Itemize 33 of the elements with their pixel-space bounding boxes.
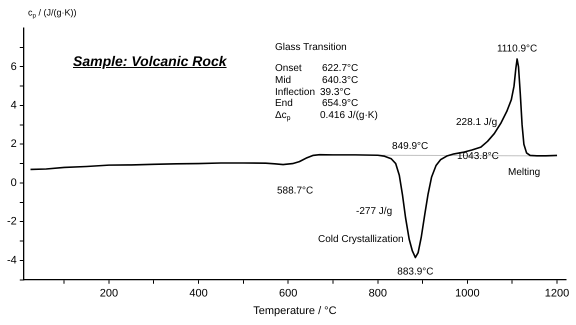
x-axis-title: Temperature / °C	[253, 305, 337, 318]
annotation: 588.7°C	[276, 185, 314, 196]
annotation: End	[275, 98, 293, 109]
annotation: 654.9°C	[322, 98, 358, 109]
annotation: Glass Transition	[275, 42, 347, 53]
annotation: Inflection	[275, 86, 316, 98]
annotation: 622.7°C	[322, 62, 358, 74]
y-tick-label: 6	[10, 60, 17, 73]
annotation: 883.9°C	[397, 266, 434, 278]
annotation: 640.3°C	[322, 74, 358, 86]
y-tick-label: 2	[10, 138, 17, 150]
annotation: 849.9°C	[392, 141, 428, 152]
annotation: 39.3°C	[320, 86, 351, 98]
y-tick-label: 4	[10, 100, 17, 112]
y-tick-label: -2	[7, 216, 17, 228]
annotation: 1110.9°C	[496, 44, 538, 55]
x-tick-label: 800	[368, 287, 387, 300]
annotation: 228.1 J/g	[456, 116, 498, 128]
annotation: Melting	[508, 166, 540, 178]
annotation: Mid	[275, 74, 292, 86]
annotation: 1043.8°C	[457, 150, 499, 162]
annotation: Onset	[275, 62, 302, 74]
text: Sample: Volcanic Rock	[73, 53, 227, 69]
annotation: 0.416 J/(g·K)	[320, 110, 378, 121]
x-tick-label: 400	[189, 287, 208, 300]
annotation: Cold Crystallization	[318, 234, 404, 245]
x-tick-label: 200	[100, 287, 118, 300]
x-tick-label: 1000	[455, 287, 480, 300]
annotation: -277 J/g	[356, 206, 392, 217]
y-tick-label: -4	[7, 254, 17, 266]
y-tick-label: 0	[10, 176, 17, 189]
x-tick-label: 600	[278, 287, 298, 300]
x-tick-label: 1200	[544, 287, 570, 300]
